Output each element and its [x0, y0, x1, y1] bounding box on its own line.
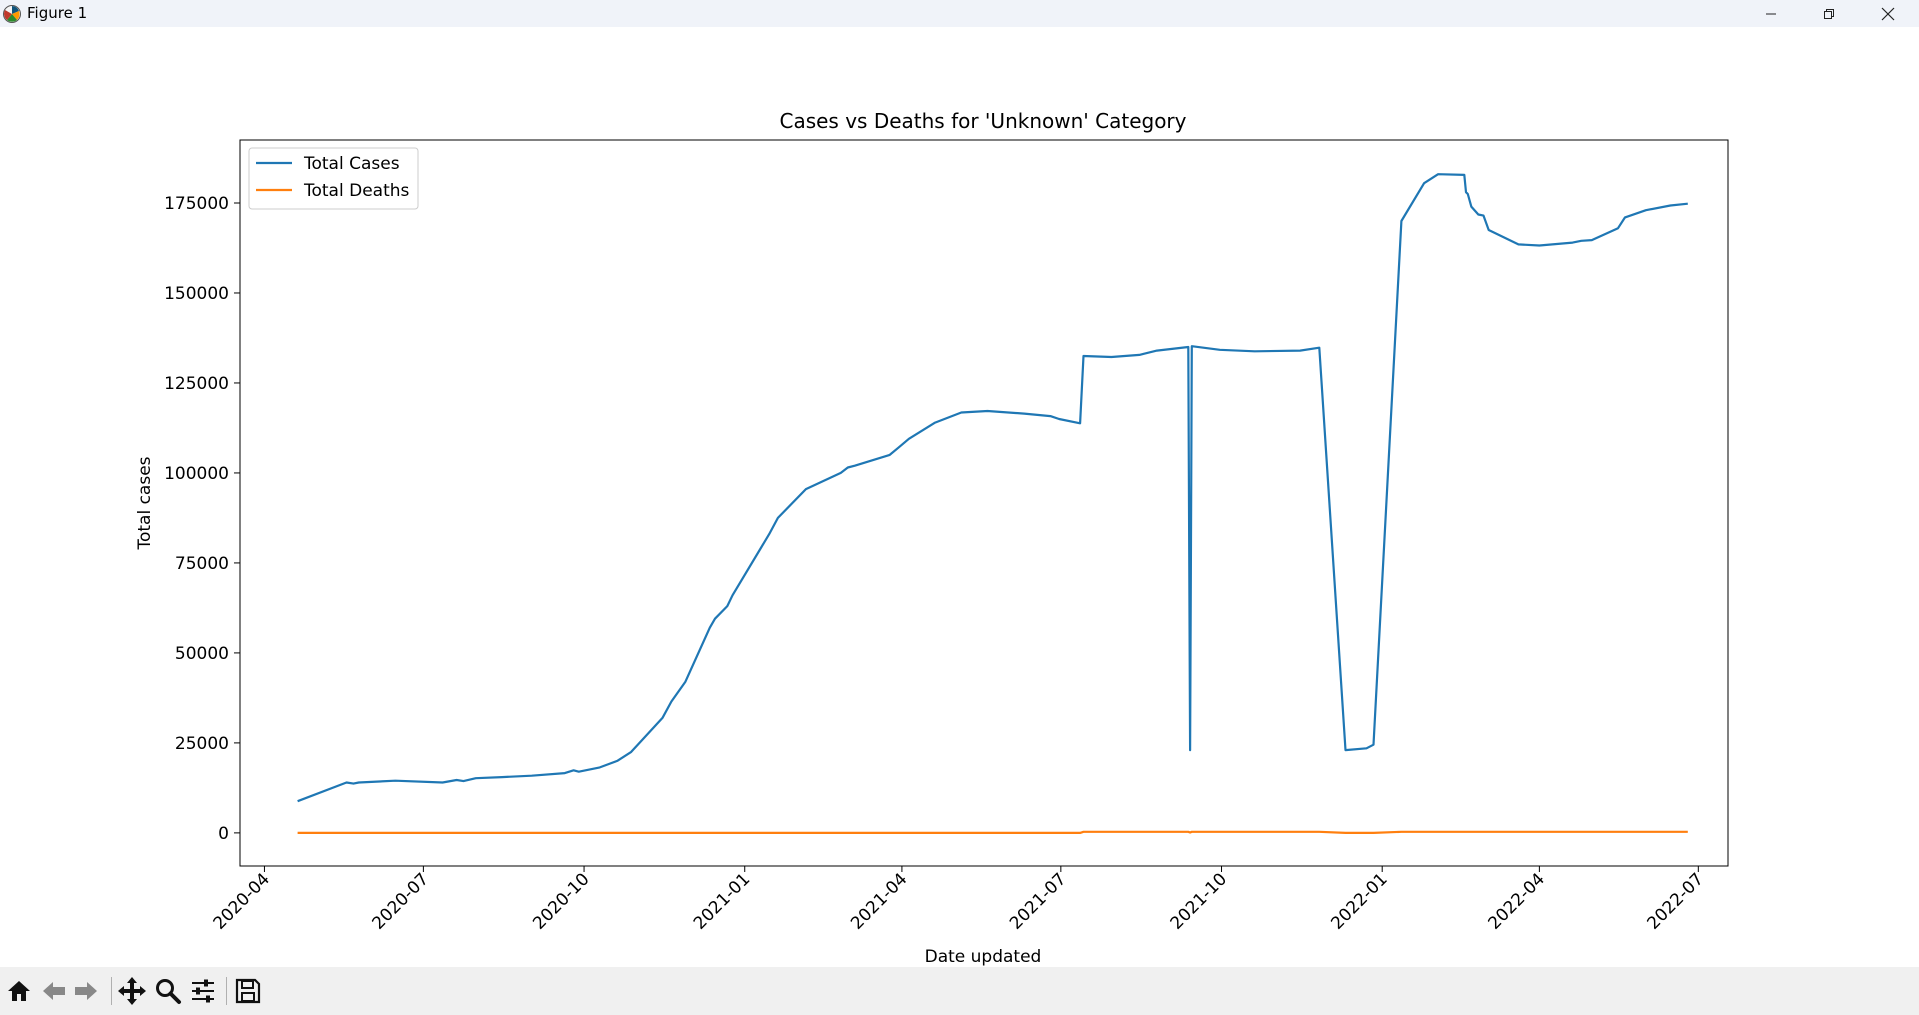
x-tick-label: 2020-10	[529, 869, 593, 933]
toolbar-separator	[111, 977, 112, 1005]
x-tick-label: 2021-10	[1167, 869, 1231, 933]
window-titlebar: Figure 1	[0, 0, 1919, 27]
pan-button[interactable]	[115, 974, 149, 1008]
window-title: Figure 1	[27, 4, 88, 22]
configure-subplots-button[interactable]	[186, 974, 220, 1008]
back-button[interactable]	[37, 974, 71, 1008]
save-button[interactable]	[231, 974, 265, 1008]
close-icon	[1881, 7, 1895, 20]
y-tick-label: 150000	[164, 284, 229, 304]
legend-label-total-cases: Total Cases	[303, 154, 400, 174]
home-button[interactable]	[2, 974, 36, 1008]
y-tick-label: 0	[218, 824, 229, 844]
y-tick-label: 175000	[164, 194, 229, 214]
legend-label-total-deaths: Total Deaths	[303, 181, 410, 201]
x-tick-label: 2022-07	[1643, 869, 1707, 933]
close-button[interactable]	[1859, 0, 1917, 27]
y-tick-label: 100000	[164, 464, 229, 484]
x-tick-label: 2021-01	[690, 869, 754, 933]
plot-area	[297, 173, 1688, 835]
home-icon	[8, 981, 30, 1001]
line-chart: Cases vs Deaths for 'Unknown' Category 2…	[135, 109, 1729, 967]
legend: Total Cases Total Deaths	[248, 147, 419, 210]
x-tick-label: 2021-04	[847, 869, 911, 933]
forward-button[interactable]	[69, 974, 103, 1008]
x-tick-label: 2020-07	[369, 869, 433, 933]
pan-icon	[118, 977, 146, 1005]
plot-frame	[239, 139, 1729, 867]
figure-canvas: Cases vs Deaths for 'Unknown' Category 2…	[0, 27, 1919, 967]
maximize-icon	[1824, 8, 1834, 19]
series-line-total-deaths	[297, 830, 1688, 835]
back-arrow-icon	[43, 982, 65, 1000]
y-axis: 0 25000 50000 75000 100000 125000 150000 175000	[164, 194, 240, 844]
x-tick-label: 2022-01	[1327, 869, 1391, 933]
save-icon	[235, 978, 261, 1004]
minimize-icon	[1766, 13, 1776, 14]
series-line-total-cases	[297, 173, 1688, 803]
x-tick-label: 2021-07	[1006, 869, 1070, 933]
zoom-icon	[156, 979, 181, 1004]
y-tick-label: 50000	[175, 644, 229, 664]
forward-arrow-icon	[75, 982, 97, 1000]
matplotlib-logo-icon	[3, 5, 21, 23]
x-tick-label: 2020-04	[210, 869, 274, 933]
x-axis: 2020-04 2020-07 2020-10 2021-01 2021-04 2021-…	[210, 866, 1708, 934]
navigation-toolbar	[0, 967, 1919, 1015]
maximize-button[interactable]	[1800, 0, 1858, 27]
zoom-button[interactable]	[151, 974, 185, 1008]
x-tick-label: 2022-04	[1485, 869, 1549, 933]
minimize-button[interactable]	[1742, 0, 1800, 27]
y-axis-label: Total cases	[135, 456, 155, 550]
chart-title: Cases vs Deaths for 'Unknown' Category	[779, 109, 1186, 133]
x-axis-label: Date updated	[925, 947, 1042, 967]
y-tick-label: 25000	[175, 734, 229, 754]
configure-subplots-icon	[192, 979, 214, 1003]
toolbar-separator	[226, 977, 227, 1005]
y-tick-label: 125000	[164, 374, 229, 394]
y-tick-label: 75000	[175, 554, 229, 574]
